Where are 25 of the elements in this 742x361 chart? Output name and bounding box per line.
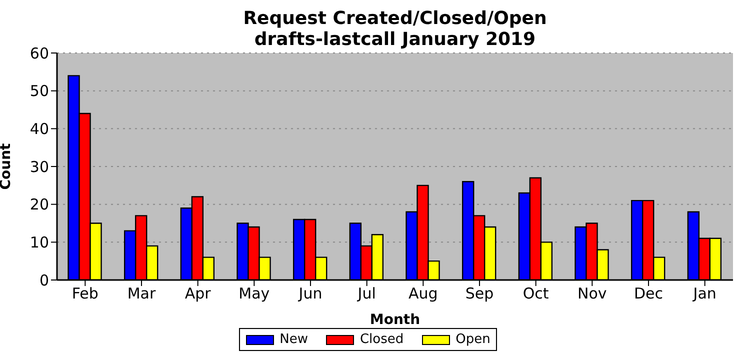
x-tick-label: May (238, 284, 270, 303)
legend-label: Open (456, 332, 490, 347)
x-tick-label: Aug (408, 284, 438, 303)
x-tick-label: Oct (522, 284, 549, 303)
legend-label: Closed (360, 332, 404, 347)
x-tick-label: Dec (634, 284, 664, 303)
x-tick-label: Nov (578, 284, 607, 303)
x-axis-title: Month (370, 312, 420, 328)
x-tick-label: Jul (356, 284, 376, 303)
x-tick-label: Sep (465, 284, 494, 303)
y-tick-label: 40 (30, 120, 49, 138)
x-tick-label: Mar (127, 284, 156, 303)
x-tick-label: Jan (692, 284, 716, 303)
legend-label: New (280, 332, 308, 347)
y-tick-label: 30 (30, 158, 49, 176)
chart-subtitle: drafts-lastcall January 2019 (253, 29, 537, 50)
chart-title: Request Created/Closed/Open (242, 8, 548, 29)
y-tick-label: 50 (30, 82, 49, 100)
x-tick-label: Feb (72, 284, 98, 303)
x-tick-label: Jun (298, 284, 322, 303)
x-tick-label: Apr (184, 284, 212, 303)
y-tick-label: 20 (30, 196, 49, 214)
y-tick-label: 0 (39, 271, 49, 290)
y-tick-label: 60 (30, 44, 49, 62)
y-tick-label: 10 (30, 233, 49, 252)
